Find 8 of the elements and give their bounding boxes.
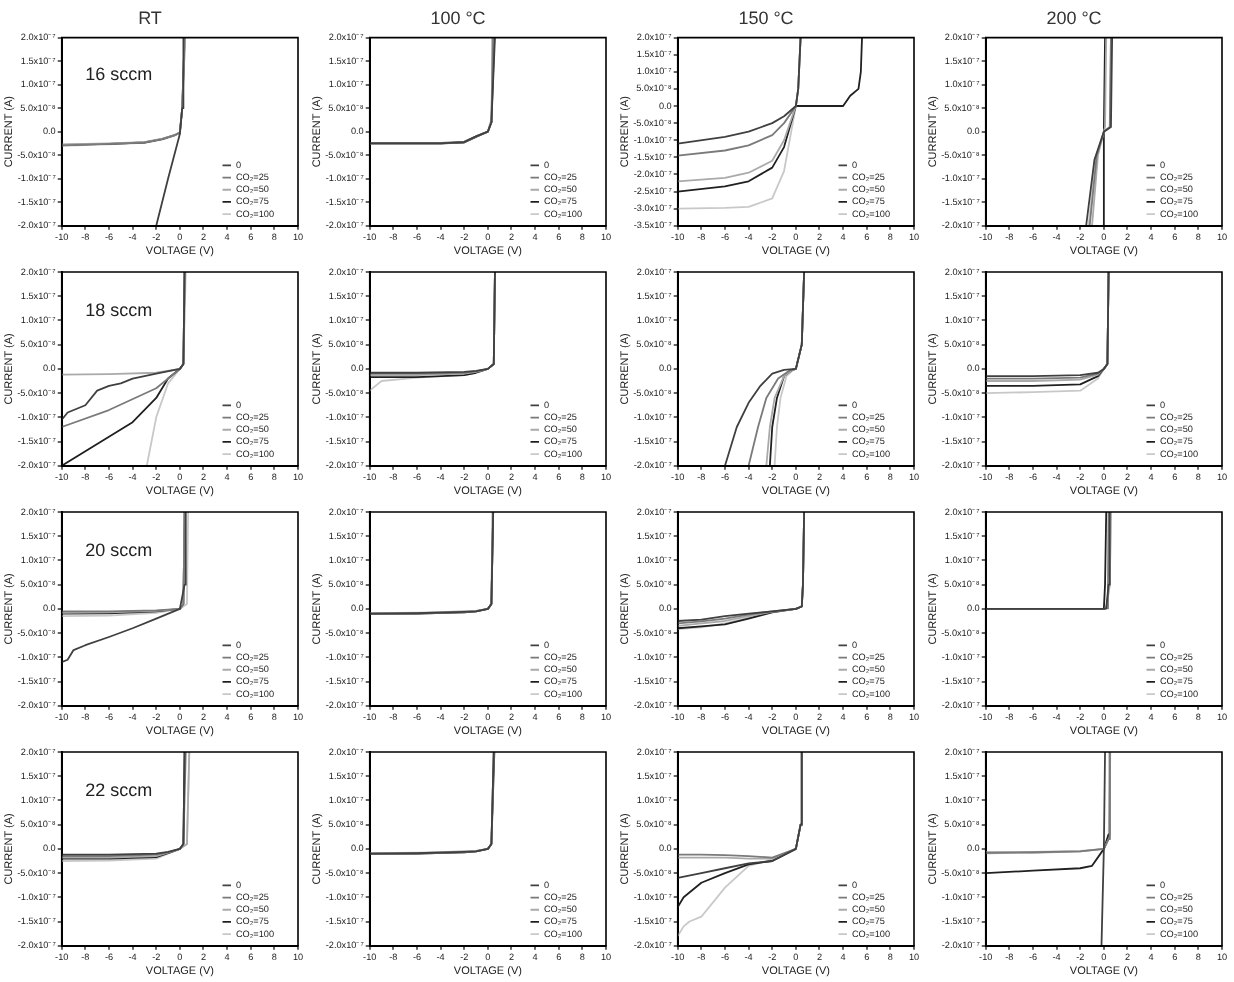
annotation: 16 sccm [85,64,153,85]
annotation: 18 sccm [85,299,153,320]
annotation: 20 sccm [85,539,153,560]
chart-title: 100 °C [430,7,487,28]
chart-title: 200 °C [1046,7,1103,28]
chart-title: 150 °C [738,7,795,28]
chart-title: RT [138,7,163,28]
annotation: 22 sccm [85,779,153,800]
